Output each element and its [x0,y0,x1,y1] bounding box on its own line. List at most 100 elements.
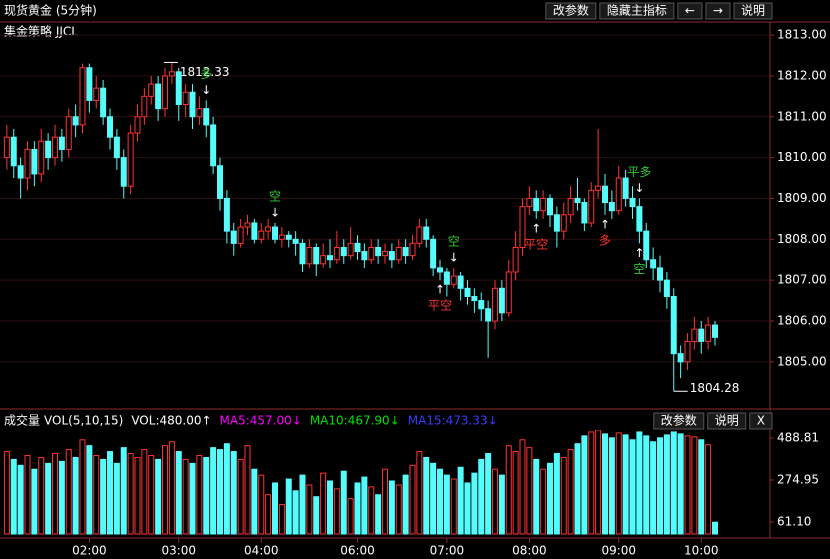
volume-bar [498,474,505,535]
volume-bar [45,462,52,535]
volume-bar [437,468,443,535]
volume-bar [608,437,615,535]
volume-bar [217,449,223,535]
volume-bar [134,456,141,535]
candle-body [258,230,265,240]
volume-bar [478,458,485,535]
candle-body [553,214,560,232]
candle-body [423,226,430,240]
y-tick-label: 274.95 [777,473,819,487]
volume-bar [58,460,65,535]
legend-entry: MA15:473.33↓ [408,414,498,428]
candle-body [299,242,306,265]
candle-body [368,246,375,261]
button-label[interactable]: 改参数 [661,413,697,428]
volume-bar [368,486,375,535]
volume-bar [265,494,272,535]
button[interactable] [545,2,597,20]
candle-body [217,165,223,199]
signal-arrow: ↑ [634,246,644,260]
volume-bar [540,468,547,535]
volume-bar [189,462,196,535]
candle-body [45,140,52,159]
candle-body [650,259,657,269]
volume-bar [299,474,306,535]
candle-body [313,246,320,265]
volume-bar [457,466,464,535]
volume-bar [409,464,416,535]
candle-body [189,91,196,118]
volume-bar [375,494,382,535]
button[interactable] [599,2,675,20]
candle-body [450,275,457,285]
candle-body [492,287,498,322]
volume-bar [162,445,168,535]
candle-body [595,185,602,191]
button[interactable] [707,412,747,430]
candle-body [72,116,79,126]
candle-body [677,353,684,363]
candle-body [327,255,333,261]
y-tick-label: 1807.00 [777,273,827,287]
button-label[interactable]: 隐藏主指标 [607,3,667,18]
volume-bar [705,444,712,535]
volume-bar [492,468,498,535]
candle-body [657,267,663,281]
candle-body [622,177,629,199]
volume-bar [340,470,347,535]
button[interactable] [677,2,703,20]
signal-label: 平空 [428,299,452,313]
button[interactable] [749,412,773,430]
button-label[interactable]: → [713,4,723,18]
candle-body [210,124,217,167]
volume-bar [684,435,691,535]
candle-body [320,255,327,265]
candle-body [285,234,292,240]
candle-body [388,251,395,261]
candle-body [395,246,402,261]
signal-label: 多 [200,67,212,81]
window-title: 现货黄金 (5分钟) [4,3,97,18]
volume-bar [230,451,237,535]
x-tick-label: 02:00 [72,544,107,558]
candle-body [223,197,230,232]
candle-body [333,246,340,261]
button-label[interactable]: 说明 [741,3,765,18]
candle-body [602,185,608,204]
candle-body [698,328,705,342]
button-label[interactable]: 说明 [715,413,739,428]
volume-bar [148,454,155,535]
volume-bar [237,458,244,535]
candle-body [375,246,382,257]
signal-label: 平空 [524,237,548,251]
volume-bar [533,458,540,535]
candle-body [684,340,691,363]
volume-title: 成交量 [4,413,40,428]
candle-body [519,206,526,248]
candle-body [127,132,134,187]
volume-bar [38,456,45,535]
volume-bar [17,464,24,535]
button-label[interactable]: 改参数 [553,3,589,18]
candle-body [505,271,512,314]
x-tick-label: 06:00 [340,544,375,558]
volume-bar [581,435,588,535]
button[interactable] [733,2,773,20]
volume-bar [657,437,663,535]
volume-bar [677,433,684,535]
candle-body [265,226,272,232]
button[interactable] [705,2,731,20]
candle-body [567,197,574,216]
volume-bar [52,453,58,535]
candle-body [182,91,189,106]
volume-bar [382,468,388,535]
button-label[interactable]: X [757,414,765,428]
candle-body [278,234,285,240]
button-label[interactable]: ← [685,4,695,18]
volume-bar [505,445,512,535]
candle-body [86,67,93,101]
y-tick-label: 1809.00 [777,191,827,205]
button[interactable] [653,412,705,430]
candle-body [560,214,567,232]
